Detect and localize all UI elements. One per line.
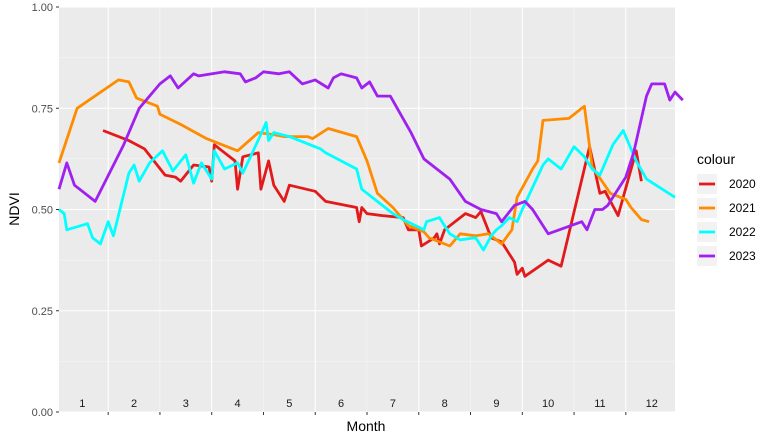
legend: colour 2020 2021 2022 2023 bbox=[697, 151, 756, 266]
x-month-label: 5 bbox=[286, 398, 292, 410]
x-month-label: 4 bbox=[235, 398, 241, 410]
legend-items: 2020 2021 2022 2023 bbox=[697, 174, 756, 266]
x-month-label: 6 bbox=[338, 398, 344, 410]
x-month-label: 12 bbox=[646, 398, 658, 410]
y-tick-label: 0.25 bbox=[32, 306, 53, 318]
series-layer bbox=[57, 70, 684, 278]
series-line-2022 bbox=[58, 121, 676, 252]
series-line-2021 bbox=[57, 78, 650, 248]
x-month-label: 11 bbox=[594, 398, 605, 410]
x-axis-title: Month bbox=[347, 418, 386, 434]
y-tick-label: 1.00 bbox=[32, 2, 53, 14]
y-tick-label: 0.50 bbox=[32, 205, 53, 217]
legend-label-2021: 2021 bbox=[729, 201, 756, 215]
x-month-label: 2 bbox=[131, 398, 137, 410]
legend-label-2020: 2020 bbox=[729, 177, 756, 191]
series-line-2023 bbox=[57, 70, 684, 236]
x-month-label: 10 bbox=[542, 398, 554, 410]
x-month-label: 3 bbox=[183, 398, 189, 410]
x-month-label: 9 bbox=[493, 398, 499, 410]
y-tick-label: 0.00 bbox=[32, 407, 53, 419]
legend-title: colour bbox=[697, 151, 735, 167]
legend-label-2022: 2022 bbox=[729, 225, 756, 239]
x-axis: 1 2 3 4 5 6 7 8 9 10 11 12 bbox=[79, 398, 658, 415]
x-month-label: 1 bbox=[79, 398, 85, 410]
x-month-label: 7 bbox=[390, 398, 396, 410]
y-axis-title: NDVI bbox=[6, 192, 22, 225]
y-axis: 0.00 0.25 0.50 0.75 1.00 bbox=[32, 2, 59, 419]
y-tick-label: 0.75 bbox=[32, 103, 53, 115]
legend-label-2023: 2023 bbox=[729, 249, 756, 263]
x-month-label: 8 bbox=[442, 398, 448, 410]
